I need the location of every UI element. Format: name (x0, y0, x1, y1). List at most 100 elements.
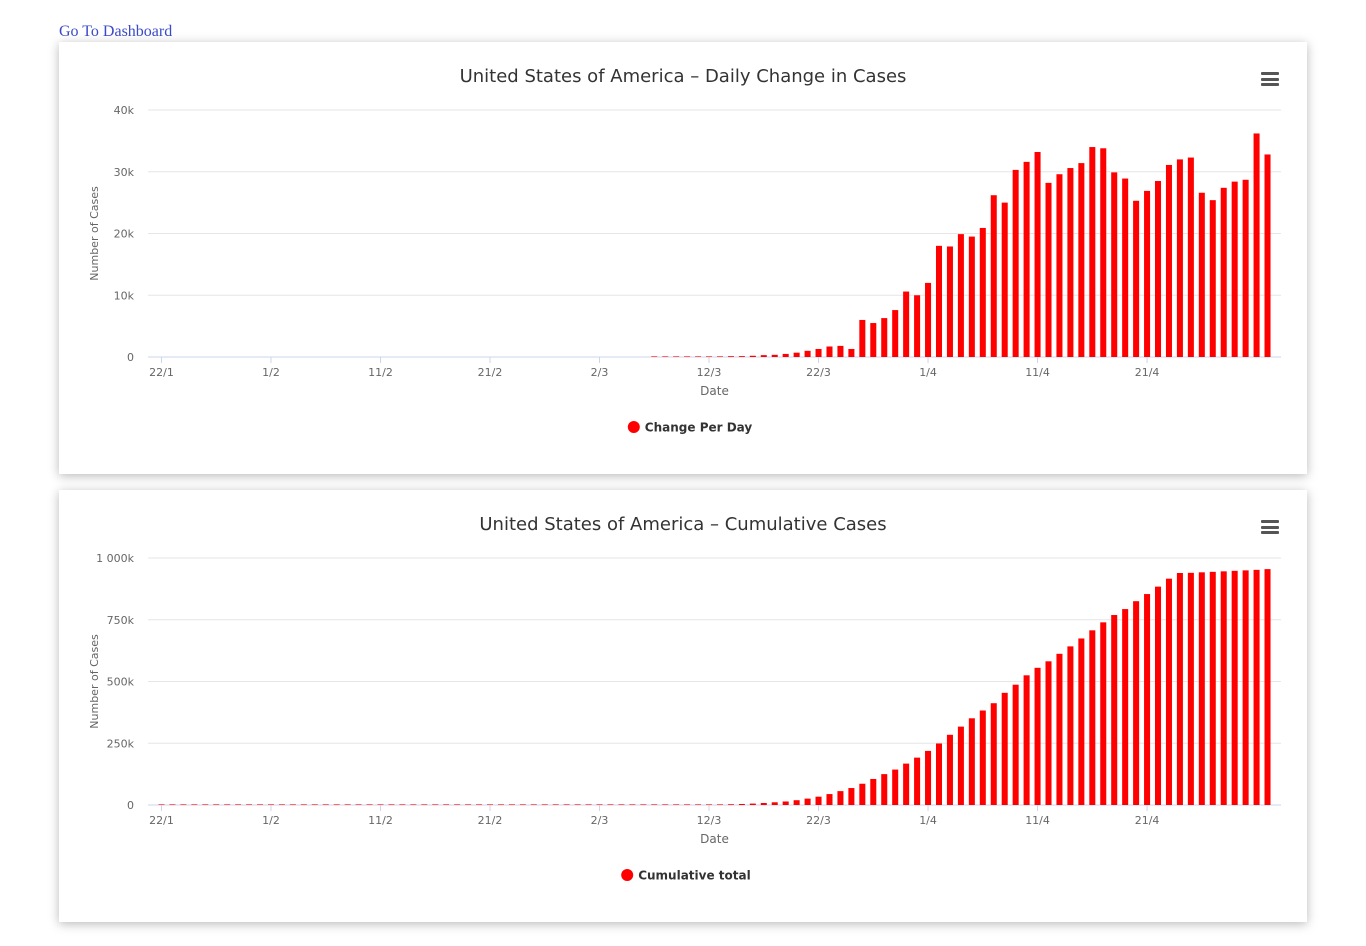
bar[interactable] (1231, 570, 1238, 805)
bar[interactable] (519, 804, 526, 805)
bar[interactable] (815, 348, 822, 357)
bar[interactable] (695, 356, 702, 357)
bar[interactable] (1264, 569, 1271, 805)
bar[interactable] (782, 353, 789, 357)
bar[interactable] (552, 804, 559, 805)
bar[interactable] (771, 802, 778, 805)
bar[interactable] (727, 356, 734, 357)
bar[interactable] (804, 798, 811, 805)
bar[interactable] (300, 804, 307, 805)
bar[interactable] (804, 350, 811, 357)
bar[interactable] (1133, 601, 1140, 805)
bar[interactable] (662, 356, 669, 357)
bar[interactable] (1067, 168, 1074, 357)
bar[interactable] (1001, 202, 1008, 357)
bar[interactable] (870, 778, 877, 805)
bar[interactable] (388, 804, 395, 805)
bar[interactable] (497, 804, 504, 805)
bar[interactable] (1253, 133, 1260, 357)
bar[interactable] (213, 804, 220, 805)
bar[interactable] (706, 356, 713, 357)
bar[interactable] (530, 804, 537, 805)
chart-menu-button[interactable] (1261, 520, 1279, 534)
bar[interactable] (289, 804, 296, 805)
bar[interactable] (541, 804, 548, 805)
bar[interactable] (979, 227, 986, 357)
bar[interactable] (585, 804, 592, 805)
bar[interactable] (859, 319, 866, 357)
bar[interactable] (169, 804, 176, 805)
bar[interactable] (837, 345, 844, 357)
bar[interactable] (1198, 192, 1205, 357)
bar[interactable] (673, 804, 680, 805)
bar[interactable] (946, 734, 953, 805)
bar[interactable] (848, 788, 855, 805)
legend-item[interactable]: Cumulative total (621, 869, 751, 883)
bar[interactable] (925, 750, 932, 805)
bar[interactable] (454, 804, 461, 805)
bar[interactable] (1100, 622, 1107, 805)
bar[interactable] (1023, 675, 1030, 805)
bar[interactable] (848, 348, 855, 357)
bar[interactable] (377, 804, 384, 805)
bar[interactable] (443, 804, 450, 805)
bar[interactable] (1209, 571, 1216, 805)
bar[interactable] (749, 355, 756, 357)
bar[interactable] (1144, 190, 1151, 357)
bar[interactable] (202, 804, 209, 805)
bar[interactable] (1165, 164, 1172, 357)
bar[interactable] (399, 804, 406, 805)
bar[interactable] (1176, 572, 1183, 805)
bar[interactable] (1209, 200, 1216, 357)
bar[interactable] (760, 803, 767, 805)
bar[interactable] (892, 310, 899, 357)
bar[interactable] (1056, 174, 1063, 357)
bar[interactable] (410, 804, 417, 805)
bar[interactable] (1253, 569, 1260, 805)
bar[interactable] (1012, 684, 1019, 805)
bar[interactable] (1089, 630, 1096, 805)
bar[interactable] (716, 804, 723, 805)
bar[interactable] (1111, 615, 1118, 805)
bar[interactable] (1045, 182, 1052, 357)
bar[interactable] (1067, 646, 1074, 805)
bar[interactable] (257, 804, 264, 805)
bar[interactable] (224, 804, 231, 805)
bar[interactable] (673, 356, 680, 357)
bar[interactable] (618, 804, 625, 805)
bar[interactable] (1111, 172, 1118, 357)
bar[interactable] (684, 804, 691, 805)
bar[interactable] (1264, 154, 1271, 357)
bar[interactable] (979, 710, 986, 805)
bar[interactable] (935, 245, 943, 357)
bar[interactable] (662, 804, 669, 805)
bar[interactable] (957, 726, 964, 805)
bar[interactable] (793, 800, 800, 805)
bar[interactable] (421, 804, 428, 805)
bar[interactable] (629, 804, 636, 805)
bar[interactable] (1220, 571, 1227, 805)
bar[interactable] (465, 804, 472, 805)
bar[interactable] (366, 804, 373, 805)
bar[interactable] (158, 804, 165, 805)
bar[interactable] (607, 804, 614, 805)
bar[interactable] (771, 354, 778, 357)
bar[interactable] (640, 804, 647, 805)
bar[interactable] (760, 355, 767, 357)
bar[interactable] (235, 804, 242, 805)
bar[interactable] (1242, 570, 1249, 805)
bar[interactable] (1187, 572, 1194, 805)
bar[interactable] (881, 318, 888, 357)
bar[interactable] (925, 282, 932, 357)
bar[interactable] (278, 804, 285, 805)
bar[interactable] (1155, 181, 1162, 357)
bar[interactable] (1187, 157, 1194, 357)
bar[interactable] (738, 356, 745, 357)
bar[interactable] (903, 291, 910, 357)
bar[interactable] (738, 803, 745, 805)
bar[interactable] (246, 804, 253, 805)
bar[interactable] (322, 804, 329, 805)
bar[interactable] (180, 804, 187, 805)
bar[interactable] (508, 804, 515, 805)
bar[interactable] (782, 801, 789, 805)
